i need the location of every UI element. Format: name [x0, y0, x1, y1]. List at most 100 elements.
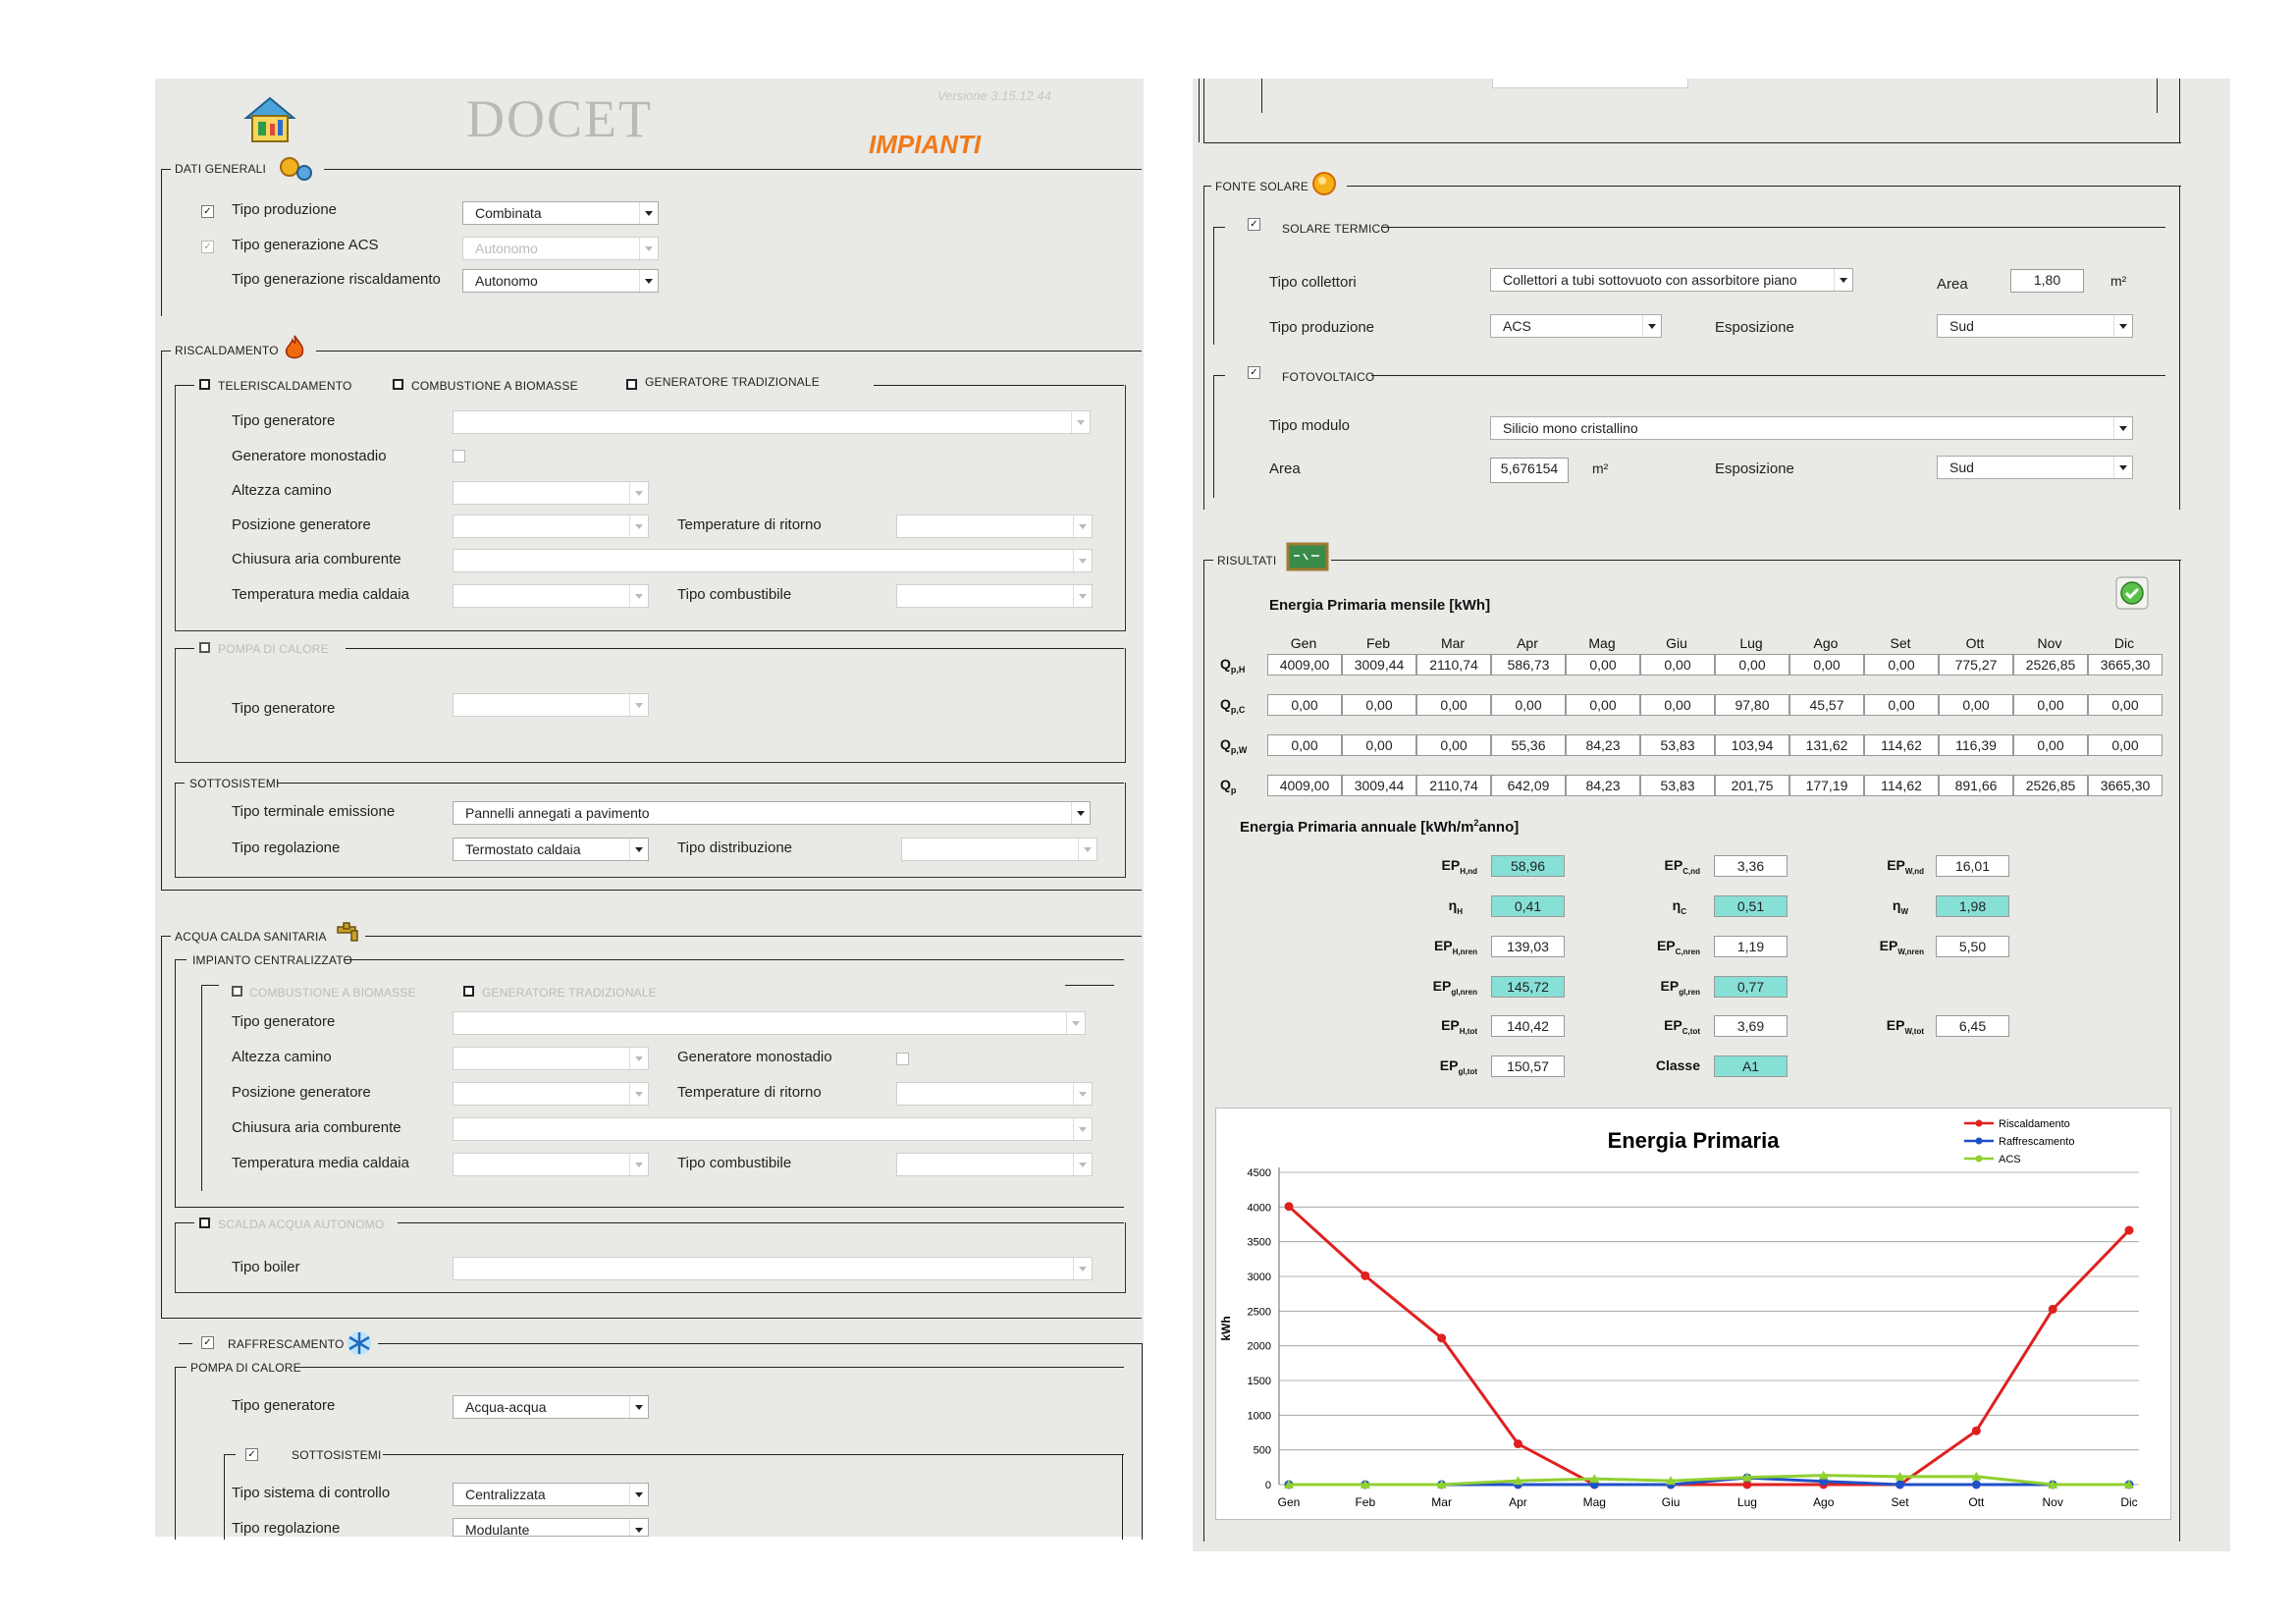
table-cell: 0,00 [2088, 734, 2163, 756]
tab-combustione-check[interactable] [393, 379, 403, 390]
data-point [1361, 1271, 1370, 1280]
raffr-tipo-regolazione-select[interactable]: Modulante [453, 1518, 649, 1537]
tipo-collettori-select[interactable]: Collettori a tubi sottovuoto con assorbi… [1490, 268, 1853, 292]
month-header: Nov [2037, 635, 2062, 651]
tipo-produzione-select[interactable]: Combinata [462, 201, 659, 225]
generatore-monostadio-checkbox[interactable] [453, 450, 465, 462]
raffr-tipo-generatore-select[interactable]: Acqua-acqua [453, 1395, 649, 1419]
tipo-sistema-controllo-select[interactable]: Centralizzata [453, 1483, 649, 1506]
tipo-generazione-acs-select[interactable]: Autonomo [462, 237, 659, 260]
pv-esposizione-select[interactable]: Sud [1937, 456, 2133, 479]
table-cell: 84,23 [1566, 734, 1640, 756]
altezza-camino-select[interactable] [453, 481, 649, 505]
legend-label: ACS [1999, 1154, 2021, 1165]
divider [344, 959, 1124, 960]
table-cell: 775,27 [1939, 654, 2013, 676]
pompa-calore-title: POMPA DI CALORE [218, 642, 329, 656]
tipo-modulo-select[interactable]: Silicio mono cristallino [1490, 416, 2133, 440]
solare-tipo-produzione-select[interactable]: ACS [1490, 314, 1662, 338]
acs-generatore-monostadio-checkbox[interactable] [896, 1053, 909, 1065]
divider [161, 351, 171, 352]
generatore-group [175, 385, 1126, 631]
epc-nren-label: EPC,nren [1656, 938, 1700, 956]
acs-temperature-ritorno-select[interactable] [896, 1082, 1093, 1106]
raffrescamento-checkbox[interactable]: ✓ [201, 1336, 214, 1349]
acs-tab-combustione-biomasse[interactable]: COMBUSTIONE A BIOMASSE [249, 986, 416, 1000]
tipo-boiler-select[interactable] [453, 1257, 1093, 1280]
data-point [1971, 1480, 1981, 1489]
acs-tipo-generatore-select[interactable] [453, 1011, 1086, 1035]
tipo-generazione-riscaldamento-select[interactable]: Autonomo [462, 269, 659, 293]
impianto-centralizzato-title: IMPIANTO CENTRALIZZATO [192, 953, 353, 967]
tab-teleriscaldamento[interactable]: TELERISCALDAMENTO [218, 379, 352, 393]
divider [1203, 142, 2181, 143]
posizione-generatore-select[interactable] [453, 514, 649, 538]
y-tick-label: 500 [1254, 1445, 1271, 1457]
data-point [1741, 1472, 1752, 1482]
acs-tab-generatore-check[interactable] [463, 986, 474, 997]
area-input[interactable]: 1,80 [2010, 269, 2084, 293]
tab-generatore-check[interactable] [626, 379, 637, 390]
fonte-solare-title: FONTE SOLARE [1215, 180, 1309, 193]
table-cell: 0,00 [1640, 694, 1715, 716]
acs-chiusura-aria-select[interactable] [453, 1117, 1093, 1141]
tipo-regolazione-select[interactable]: Termostato caldaia [453, 838, 649, 861]
x-tick-label: Ago [1813, 1495, 1835, 1509]
tipo-collettori-label: Tipo collettori [1269, 274, 1357, 291]
table-cell: 0,00 [1789, 654, 1864, 676]
pv-area-input[interactable]: 5,676154 [1490, 458, 1569, 483]
data-point [1513, 1439, 1522, 1449]
tipo-generazione-riscaldamento-label: Tipo generazione riscaldamento [232, 271, 441, 288]
tipo-produzione-checkbox[interactable]: ✓ [201, 205, 214, 218]
solare-termico-checkbox[interactable]: ✓ [1248, 218, 1260, 231]
esposizione-select[interactable]: Sud [1937, 314, 2133, 338]
x-tick-label: Lug [1737, 1495, 1757, 1509]
acs-temperatura-media-select[interactable] [453, 1153, 649, 1176]
confirm-button[interactable] [2115, 576, 2149, 610]
chiusura-aria-select[interactable] [453, 549, 1093, 572]
temperatura-media-select[interactable] [453, 584, 649, 608]
posizione-generatore-label: Posizione generatore [232, 516, 371, 533]
divider [1261, 79, 1262, 113]
tipo-combustibile-select[interactable] [896, 584, 1093, 608]
divider [201, 985, 219, 986]
divider [1142, 1343, 1143, 1540]
tipo-terminale-select[interactable]: Pannelli annegati a pavimento [453, 801, 1091, 825]
acs-tipo-combustibile-select[interactable] [896, 1153, 1093, 1176]
tipo-distribuzione-select[interactable] [901, 838, 1097, 861]
tipo-generatore-select[interactable] [453, 410, 1091, 434]
acs-altezza-camino-select[interactable] [453, 1047, 649, 1070]
epc-nd-label: EPC,nd [1664, 857, 1700, 876]
tipo-generazione-acs-checkbox[interactable]: ✓ [201, 241, 214, 253]
y-tick-label: 4500 [1248, 1167, 1271, 1179]
month-header: Mar [1440, 635, 1466, 651]
scalda-acqua-check[interactable] [199, 1218, 210, 1228]
fotovoltaico-checkbox[interactable]: ✓ [1248, 366, 1260, 379]
pompa-calore-check[interactable] [199, 642, 210, 653]
dati-generali-title: DATI GENERALI [175, 162, 267, 176]
month-header: Lug [1739, 635, 1763, 651]
raffr-sottosistemi-checkbox[interactable]: ✓ [245, 1448, 258, 1461]
data-point [1971, 1471, 1982, 1481]
acs-tab-generatore-tradizionale[interactable]: GENERATORE TRADIZIONALE [482, 986, 657, 1000]
top-select[interactable] [1492, 79, 1688, 88]
eta-w-label: ηW [1892, 897, 1908, 916]
table-cell: 0,00 [2013, 734, 2088, 756]
temperatura-media-label: Temperatura media caldaia [232, 586, 409, 603]
temperature-ritorno-select[interactable] [896, 514, 1093, 538]
divider [175, 959, 187, 960]
divider [161, 169, 171, 170]
tab-teleriscaldamento-check[interactable] [199, 379, 210, 390]
pompa-tipo-generatore-select[interactable] [453, 693, 649, 717]
tab-combustione-biomasse[interactable]: COMBUSTIONE A BIOMASSE [411, 379, 578, 393]
y-tick-label: 1000 [1248, 1410, 1271, 1422]
acs-tab-biomasse-check[interactable] [232, 986, 242, 997]
divider [1347, 186, 2181, 187]
gears-icon [277, 155, 316, 183]
tab-generatore-tradizionale[interactable]: GENERATORE TRADIZIONALE [645, 375, 820, 389]
acs-posizione-generatore-select[interactable] [453, 1082, 649, 1106]
classe-value: A1 [1714, 1056, 1788, 1077]
altezza-camino-label: Altezza camino [232, 482, 332, 499]
divider [1203, 186, 1204, 510]
snowflake-icon [346, 1329, 373, 1357]
